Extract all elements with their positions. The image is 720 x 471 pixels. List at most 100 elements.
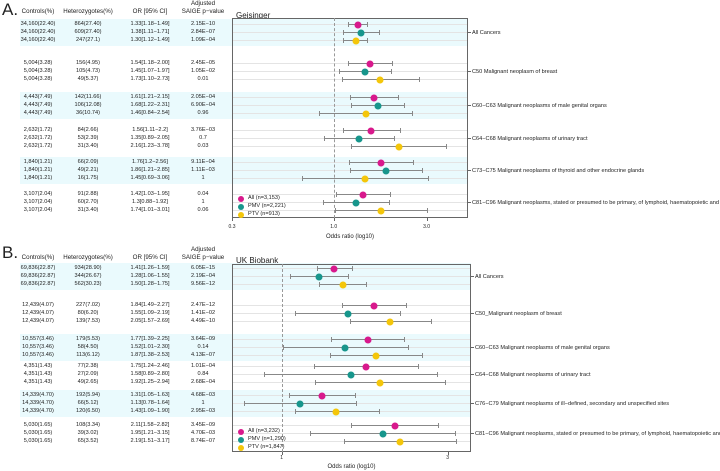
pvalue-cell: 0.84 bbox=[197, 370, 209, 377]
point-estimate-pmv bbox=[357, 29, 365, 36]
pvalue-cell: 2.05E−04 bbox=[190, 93, 216, 100]
ci-cap-high bbox=[356, 401, 358, 406]
odds-ratio-cell: 1.55[1.09−2.19] bbox=[130, 309, 170, 316]
point-estimate-all bbox=[370, 94, 378, 101]
point-estimate-pmv bbox=[379, 430, 387, 437]
point-estimate-all bbox=[354, 21, 362, 28]
controls-cell: 69,836(22.87) bbox=[20, 280, 56, 287]
group-tick bbox=[471, 276, 474, 277]
heterozygotes-cell: 31(3.40) bbox=[77, 206, 99, 213]
odds-ratio-cell: 1.45[0.69−3.06] bbox=[130, 174, 170, 181]
point-estimate-all bbox=[330, 265, 338, 272]
odds-ratio-cell: 1.43[1.09−1.90] bbox=[130, 407, 170, 414]
pvalue-cell: 6.05E−15 bbox=[190, 264, 216, 271]
ci-cap-low bbox=[289, 393, 291, 398]
ci-cap-high bbox=[394, 136, 396, 141]
point-estimate-all bbox=[359, 191, 367, 198]
group-tick bbox=[471, 313, 474, 314]
group-label: C50_Malignant neoplasm of breast bbox=[475, 310, 562, 317]
pvalue-cell: 1 bbox=[201, 198, 205, 205]
point-estimate-all bbox=[362, 363, 370, 370]
group-label: C60−C63 Malignant neoplasms of male geni… bbox=[475, 344, 610, 351]
heterozygotes-cell: 105(4.73) bbox=[76, 67, 100, 74]
controls-cell: 4,443(7.49) bbox=[23, 101, 53, 108]
point-estimate-pmv bbox=[361, 68, 369, 75]
heterozygotes-cell: 27(2.09) bbox=[77, 370, 99, 377]
ci-cap-high bbox=[367, 38, 369, 43]
heterozygotes-cell: 36(10.74) bbox=[76, 109, 100, 116]
legend-label-ptv: PTV (n=913) bbox=[248, 211, 280, 217]
group-label: C50 Malignant neoplasm of breast bbox=[472, 68, 558, 75]
heterozygotes-cell: 562(30.23) bbox=[74, 280, 102, 287]
controls-cell: 2,632(1.72) bbox=[23, 134, 53, 141]
pvalue-cell: 1 bbox=[201, 399, 205, 406]
odds-ratio-cell: 1.31[1.05−1.63] bbox=[130, 391, 170, 398]
controls-cell: 5,030(1.65) bbox=[23, 429, 53, 436]
ci-cap-high bbox=[367, 22, 369, 27]
point-estimate-ptv bbox=[339, 281, 347, 288]
pvalue-cell: 0.7 bbox=[199, 134, 207, 141]
reference-line-or-1 bbox=[333, 18, 335, 218]
pvalue-cell: 4.68E−03 bbox=[190, 391, 216, 398]
point-estimate-all bbox=[391, 422, 398, 429]
controls-cell: 10,557(3.46) bbox=[22, 343, 54, 350]
ci-cap-high bbox=[418, 77, 420, 82]
heterozygotes-cell: 179(5.53) bbox=[76, 335, 100, 342]
odds-ratio-cell: 1.84[1.49−2.27] bbox=[130, 301, 170, 308]
ci-cap-high bbox=[422, 168, 424, 173]
odds-ratio-cell: 1.95[1.21−3.15] bbox=[130, 429, 170, 436]
legend-marker-ptv bbox=[238, 211, 244, 218]
odds-ratio-cell: 1.74[1.01−3.01] bbox=[130, 206, 170, 213]
axis-tick bbox=[232, 218, 233, 221]
point-estimate-ptv bbox=[395, 143, 403, 150]
group-label: C64−C68 Malignant neoplasms of urinary t… bbox=[475, 371, 591, 378]
heterozygotes-cell: 227(7.02) bbox=[76, 301, 100, 308]
controls-cell: 14,339(4.70) bbox=[22, 399, 54, 406]
controls-cell: 5,030(1.65) bbox=[23, 421, 53, 428]
ci-cap-low bbox=[334, 208, 336, 213]
point-estimate-pmv bbox=[374, 102, 382, 109]
group-tick bbox=[471, 374, 474, 375]
pvalue-cell: 3.76E−03 bbox=[190, 126, 216, 133]
column-header-controls: Controls(%) bbox=[21, 8, 55, 15]
controls-cell: 4,351(1.43) bbox=[23, 378, 53, 385]
ci-cap-high bbox=[398, 95, 400, 100]
gridline bbox=[232, 105, 468, 106]
ci-cap-low bbox=[342, 128, 344, 133]
odds-ratio-cell: 1.58[0.89−2.80] bbox=[130, 370, 170, 377]
controls-cell: 5,004(3.28) bbox=[23, 67, 53, 74]
ci-cap-low bbox=[336, 192, 338, 197]
controls-cell: 14,339(4.70) bbox=[22, 391, 54, 398]
group-tick bbox=[471, 403, 474, 404]
axis-tick bbox=[281, 452, 283, 455]
odds-ratio-cell: 1.56[1.11−2.2] bbox=[132, 126, 168, 133]
point-estimate-ptv bbox=[372, 352, 380, 359]
heterozygotes-cell: 108(3.34) bbox=[76, 421, 100, 428]
plot-area bbox=[232, 264, 471, 452]
controls-cell: 34,160(22.40) bbox=[20, 36, 56, 43]
ci-cap-low bbox=[339, 69, 341, 74]
odds-ratio-cell: 2.19[1.51−3.17] bbox=[130, 437, 170, 444]
odds-ratio-cell: 1.3[0.88−1.92] bbox=[132, 198, 168, 205]
ci-cap-high bbox=[391, 69, 392, 74]
ci-cap-high bbox=[431, 319, 433, 324]
odds-ratio-cell: 1.52[1.01−2.30] bbox=[130, 343, 170, 350]
plot-area bbox=[232, 18, 468, 218]
column-header-pvalue-line1: Adjusted bbox=[190, 0, 216, 7]
point-estimate-ptv bbox=[396, 438, 404, 445]
legend-label-all: All (n=3,153) bbox=[248, 195, 280, 201]
pvalue-cell: 6.90E−04 bbox=[190, 101, 216, 108]
pvalue-cell: 9.56E−12 bbox=[190, 280, 216, 287]
panel-letter: A. bbox=[2, 0, 19, 19]
legend-label-ptv: PTV (n=1,847) bbox=[248, 444, 285, 450]
heterozygotes-cell: 49(2.21) bbox=[77, 166, 99, 173]
controls-cell: 1,840(1.21) bbox=[23, 174, 53, 181]
controls-cell: 14,339(4.70) bbox=[22, 407, 54, 414]
controls-cell: 4,351(1.43) bbox=[23, 370, 53, 377]
ci-cap-low bbox=[341, 303, 343, 308]
ci-cap-low bbox=[351, 144, 353, 149]
odds-ratio-cell: 1.42[1.03−1.95] bbox=[130, 190, 170, 197]
odds-ratio-cell: 1.28[1.06−1.55] bbox=[130, 272, 170, 279]
heterozygotes-cell: 84(2.66) bbox=[77, 126, 99, 133]
controls-cell: 10,557(3.46) bbox=[22, 335, 54, 342]
